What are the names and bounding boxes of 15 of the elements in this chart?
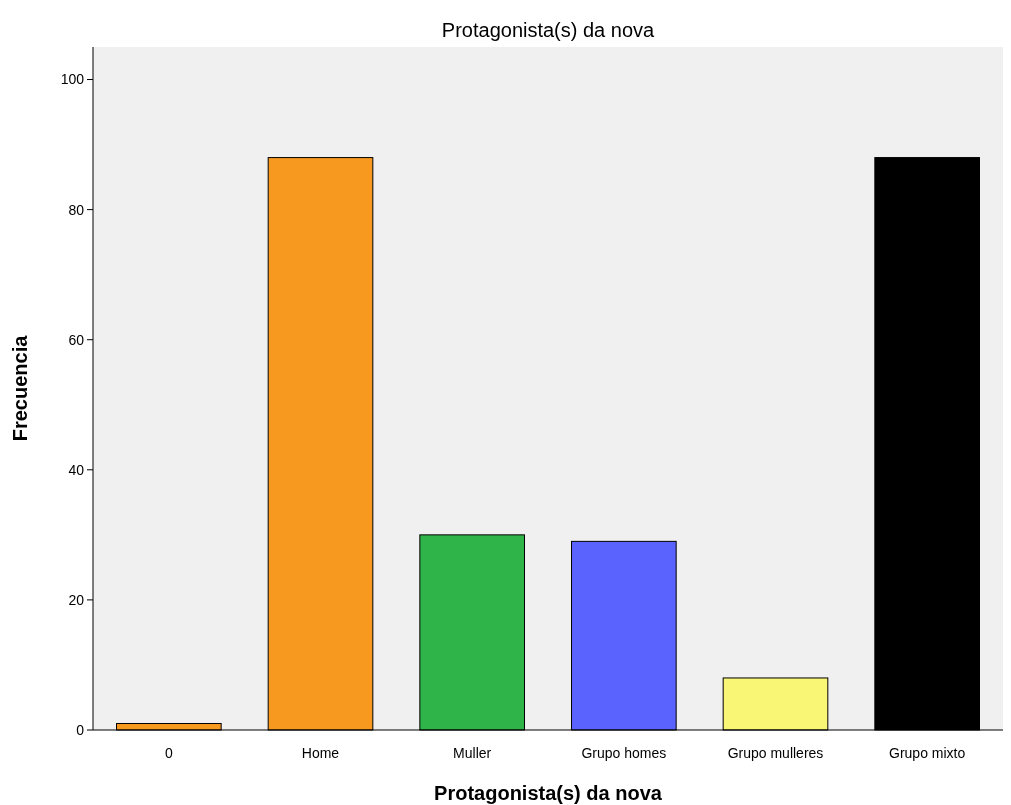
x-tick-label: Grupo mixto bbox=[889, 745, 966, 761]
x-tick-label: Home bbox=[301, 745, 340, 761]
x-tick-label: 0 bbox=[164, 745, 173, 761]
chart-title: Protagonista(s) da nova bbox=[441, 19, 656, 41]
x-tick-label: Grupo homes bbox=[581, 745, 667, 761]
y-tick-label: 20 bbox=[68, 591, 85, 608]
y-tick-label: 0 bbox=[76, 721, 85, 738]
x-tick-label: Muller bbox=[453, 745, 492, 761]
y-tick-label: 60 bbox=[68, 331, 85, 348]
x-tick-label: Grupo mulleres bbox=[727, 745, 824, 761]
x-axis-title: Protagonista(s) da nova bbox=[434, 782, 663, 804]
y-tick-label: 80 bbox=[68, 201, 85, 218]
y-tick-label: 40 bbox=[68, 461, 85, 478]
y-tick-label: 100 bbox=[60, 71, 85, 88]
y-axis-title: Frecuencia bbox=[9, 334, 31, 442]
